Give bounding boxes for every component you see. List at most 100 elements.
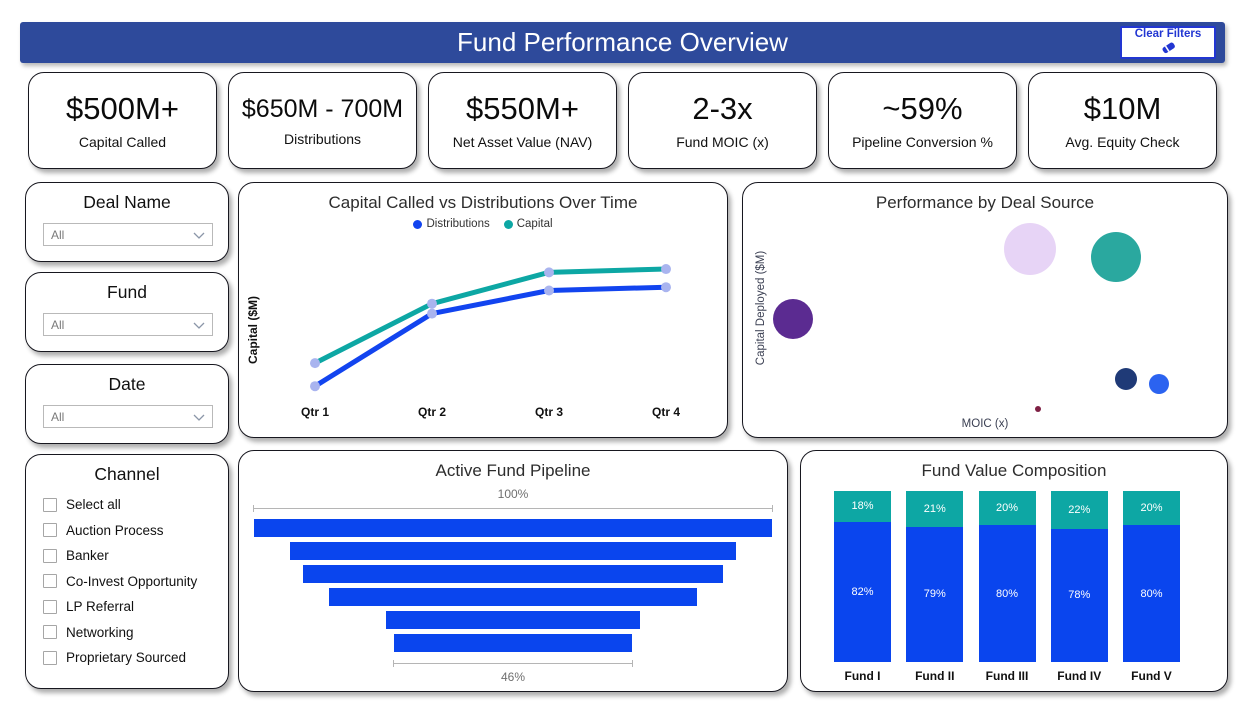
funnel-stage-bar[interactable] — [254, 519, 772, 537]
stacked-bar-fund-iii[interactable]: 20% 80% Fund III — [978, 491, 1036, 683]
data-point-marker[interactable] — [427, 298, 437, 309]
scatter-bubble[interactable] — [1091, 232, 1141, 282]
page-title: Fund Performance Overview — [457, 27, 788, 57]
stacked-segment-bottom[interactable]: 79% — [906, 526, 964, 662]
funnel-stage-bar[interactable] — [386, 611, 640, 629]
checkbox[interactable] — [43, 625, 57, 640]
stacked-segment-top[interactable]: 18% — [834, 491, 891, 522]
scatter-chart-card: Performance by Deal Source Capital Deplo… — [742, 182, 1228, 438]
stacked-segment-bottom[interactable]: 80% — [1123, 525, 1180, 662]
kpi-label: Distributions — [283, 130, 362, 147]
kpi-label: Fund MOIC (x) — [676, 134, 769, 150]
chevron-down-icon — [193, 226, 205, 244]
stacked-bar-category-label: Fund I — [844, 669, 881, 683]
channel-checkbox-list: Select all Auction Process Banker Co-Inv… — [43, 492, 228, 671]
data-point-marker[interactable] — [661, 282, 671, 293]
channel-option-proprietary-sourced[interactable]: Proprietary Sourced — [43, 645, 228, 671]
channel-option-co-invest-opportunity[interactable]: Co-Invest Opportunity — [43, 569, 228, 595]
header-bar: Fund Performance Overview Clear Filters — [20, 22, 1225, 63]
funnel-bottom-label: 46% — [500, 670, 526, 684]
legend-label: Capital — [516, 218, 553, 230]
funnel-stage-bar[interactable] — [393, 634, 633, 652]
stacked-segment-top[interactable]: 20% — [1123, 491, 1180, 526]
kpi-row: $500M+ Capital Called $650M - 700M Distr… — [28, 72, 1217, 169]
channel-option-lp-referral[interactable]: LP Referral — [43, 594, 228, 620]
kpi-value: $10M — [1083, 91, 1162, 126]
checkbox[interactable] — [43, 548, 57, 563]
checkbox-label: Co-Invest Opportunity — [66, 573, 198, 589]
stacked-segment-bottom[interactable]: 80% — [978, 525, 1036, 662]
line-chart-plot[interactable]: Qtr 1 Qtr 2 Qtr 3 Qtr 4 — [239, 223, 729, 439]
checkbox-label: Select all — [66, 497, 121, 513]
kpi-value: $650M - 700M — [241, 94, 404, 123]
filter-card-date: Date All — [25, 364, 229, 444]
funnel-stage-bar[interactable] — [303, 565, 723, 583]
stacked-bar-fund-v[interactable]: 20% 80% Fund V — [1123, 491, 1180, 683]
stacked-bars-plot-area[interactable]: 18% 82% Fund I 21% 79% Fund II 20% 80% Fund III 2… — [834, 491, 1180, 683]
legend-dot-distributions — [413, 219, 423, 229]
channel-option-auction-process[interactable]: Auction Process — [43, 518, 228, 544]
stacked-segment-top[interactable]: 20% — [978, 491, 1036, 526]
funnel-top-bracket — [253, 505, 773, 512]
channel-option-networking[interactable]: Networking — [43, 620, 228, 646]
line-chart-legend: Distributions Capital — [239, 218, 727, 230]
kpi-value: $500M+ — [66, 91, 179, 126]
channel-option-banker[interactable]: Banker — [43, 543, 228, 569]
data-point-marker[interactable] — [427, 308, 437, 319]
stacked-bar-fund-i[interactable]: 18% 82% Fund I — [834, 491, 891, 683]
clear-filters-button[interactable]: Clear Filters — [1120, 26, 1216, 59]
scatter-plot-area[interactable] — [773, 211, 1213, 412]
legend-item-distributions[interactable]: Distributions — [413, 218, 490, 230]
legend-item-capital[interactable]: Capital — [503, 218, 553, 230]
x-axis-tick-label: Qtr 1 — [301, 405, 329, 419]
filter-card-fund: Fund All — [25, 272, 229, 352]
checkbox[interactable] — [43, 650, 57, 665]
stacked-bar-chart-card: Fund Value Composition 18% 82% Fund I 21% 79… — [800, 450, 1228, 692]
stacked-segment-top[interactable]: 21% — [906, 491, 964, 527]
scatter-bubble[interactable] — [1115, 368, 1137, 390]
checkbox[interactable] — [43, 523, 57, 538]
funnel-stage-bar[interactable] — [329, 588, 697, 606]
scatter-bubble[interactable] — [1004, 223, 1056, 275]
kpi-value: $550M+ — [466, 91, 579, 126]
stacked-bar-fund-ii[interactable]: 21% 79% Fund II — [906, 491, 964, 683]
eraser-icon — [1160, 41, 1177, 57]
dropdown-value: All — [51, 227, 65, 242]
kpi-card-avg-equity-check: $10M Avg. Equity Check — [1028, 72, 1217, 169]
data-point-marker[interactable] — [661, 264, 671, 275]
kpi-label: Capital Called — [78, 134, 167, 150]
data-point-marker[interactable] — [544, 285, 554, 296]
checkbox[interactable] — [43, 497, 57, 512]
scatter-bubble[interactable] — [1035, 406, 1041, 412]
filter-title: Date — [108, 374, 146, 394]
line-series-capital[interactable] — [312, 266, 669, 366]
scatter-y-axis-label: Capital Deployed ($M) — [755, 250, 767, 366]
funnel-stage-bar[interactable] — [290, 542, 736, 560]
date-dropdown[interactable]: All — [43, 405, 213, 428]
legend-dot-capital — [503, 219, 513, 229]
fund-dropdown[interactable]: All — [43, 313, 213, 336]
kpi-value: ~59% — [882, 91, 963, 126]
dropdown-value: All — [51, 409, 65, 424]
deal-name-dropdown[interactable]: All — [43, 223, 213, 246]
checkbox[interactable] — [43, 574, 57, 589]
stacked-segment-bottom[interactable]: 78% — [1050, 528, 1108, 662]
funnel-plot-area[interactable]: 100% 46% — [253, 487, 773, 684]
scatter-bubble[interactable] — [1149, 374, 1169, 394]
data-point-marker[interactable] — [310, 358, 320, 369]
data-point-marker[interactable] — [310, 381, 320, 392]
stacked-bar-fund-iv[interactable]: 22% 78% Fund IV — [1050, 491, 1108, 683]
checkbox-label: Networking — [66, 624, 134, 640]
stacked-segment-bottom[interactable]: 82% — [834, 521, 891, 662]
line-series-distributions[interactable] — [312, 284, 669, 389]
legend-label: Distributions — [426, 218, 490, 230]
data-point-marker[interactable] — [544, 267, 554, 278]
scatter-bubble[interactable] — [773, 299, 813, 339]
channel-option-select-all[interactable]: Select all — [43, 492, 228, 518]
checkbox[interactable] — [43, 599, 57, 614]
stacked-segment-top[interactable]: 22% — [1050, 491, 1108, 529]
scatter-chart-title: Performance by Deal Source — [875, 193, 1095, 212]
stacked-bar-category-label: Fund IV — [1057, 669, 1102, 683]
kpi-card-fund-moic: 2-3x Fund MOIC (x) — [628, 72, 817, 169]
